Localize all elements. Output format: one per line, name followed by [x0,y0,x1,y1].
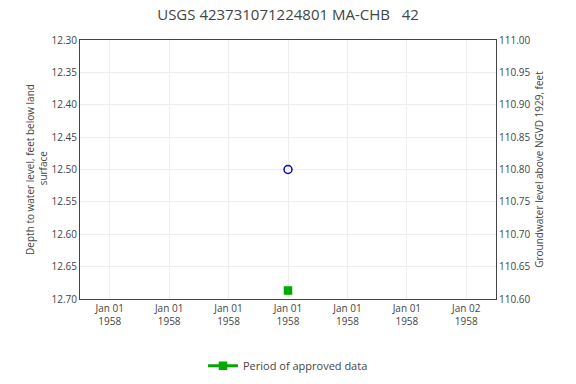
svg-text:110.70: 110.70 [499,227,530,241]
svg-text:Jan 011958: Jan 011958 [213,301,242,328]
svg-text:110.85: 110.85 [499,130,530,144]
svg-text:111.00: 111.00 [499,33,530,47]
svg-text:12.50: 12.50 [52,162,78,176]
svg-text:Jan 011958: Jan 011958 [392,301,421,328]
svg-text:110.65: 110.65 [499,259,530,273]
svg-text:12.60: 12.60 [52,227,78,241]
svg-text:Depth to water level, feet bel: Depth to water level, feet below land su… [23,84,50,255]
svg-text:Jan 011958: Jan 011958 [332,301,361,328]
svg-text:12.65: 12.65 [52,259,78,273]
svg-text:Jan 011958: Jan 011958 [94,301,123,328]
svg-text:Jan 021958: Jan 021958 [451,301,481,328]
svg-text:Jan 011958: Jan 011958 [273,301,302,328]
svg-text:Jan 011958: Jan 011958 [154,301,183,328]
svg-text:12.45: 12.45 [52,130,78,144]
svg-text:Groundwater level above NGVD 1: Groundwater level above NGVD 1929, feet [532,71,546,268]
svg-text:USGS 423731071224801 MA-CHB: USGS 423731071224801 MA-CHB 42 [157,4,419,24]
svg-text:12.40: 12.40 [52,97,78,111]
svg-text:110.80: 110.80 [499,162,530,176]
svg-text:110.75: 110.75 [499,194,530,208]
svg-text:12.70: 12.70 [52,292,78,306]
svg-text:12.55: 12.55 [52,194,78,208]
svg-text:110.90: 110.90 [499,97,530,111]
svg-text:12.35: 12.35 [52,65,78,79]
svg-text:Period of approved data: Period of approved data [243,358,367,373]
svg-text:110.95: 110.95 [499,65,530,79]
svg-text:110.60: 110.60 [499,292,530,306]
svg-text:12.30: 12.30 [52,33,78,47]
